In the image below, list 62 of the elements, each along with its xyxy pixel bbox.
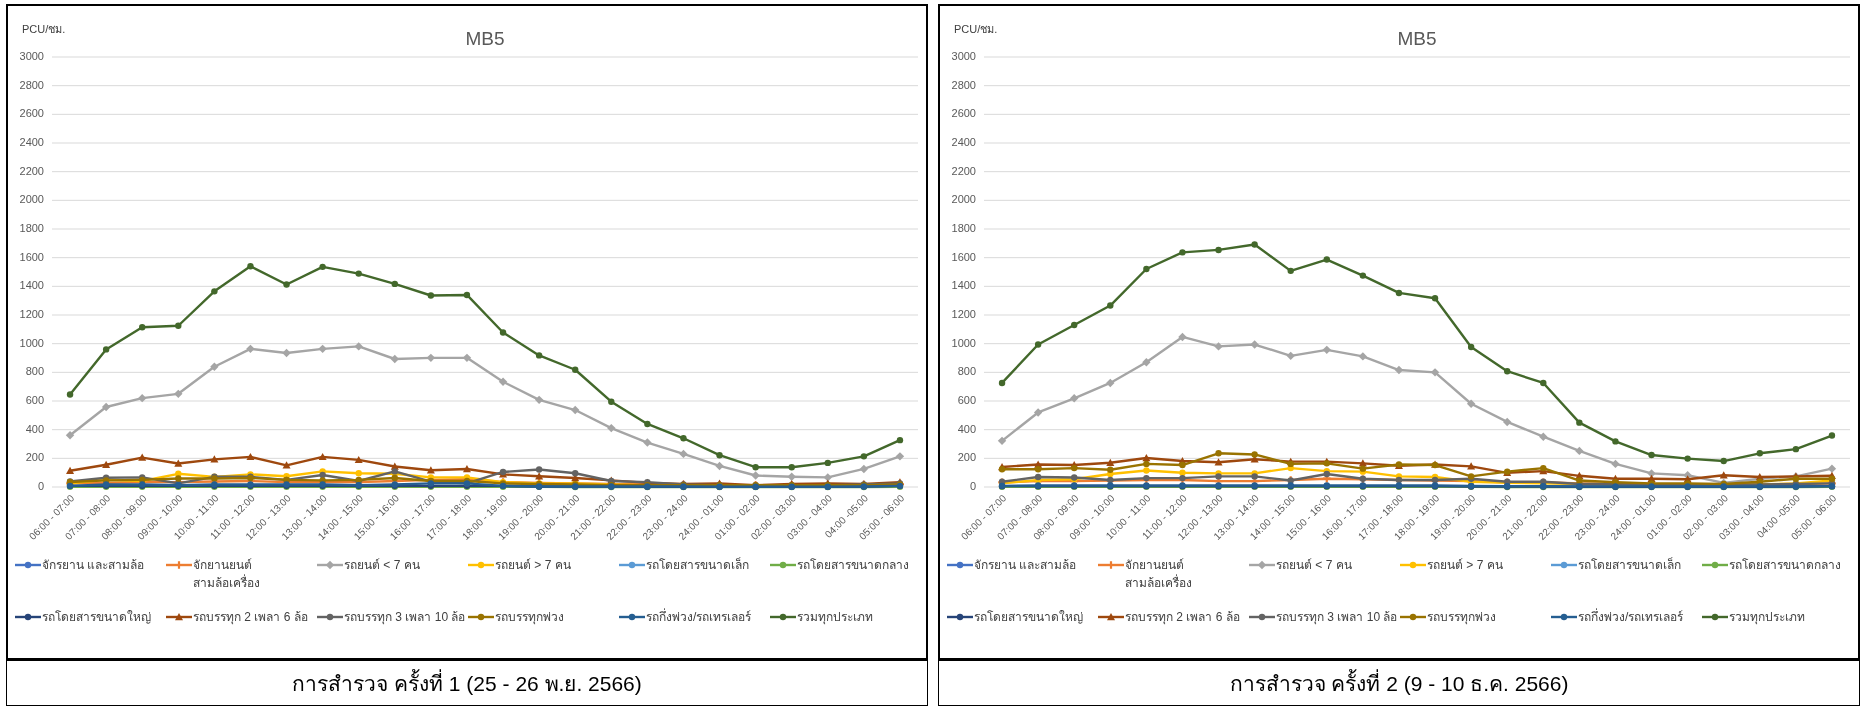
y-tick-label: 2800 [19, 78, 44, 91]
y-tick-label: 600 [25, 393, 44, 406]
y-tick-label: 2000 [951, 193, 976, 206]
legend-label: รวมทุกประเภท [1729, 610, 1805, 624]
legend-label: รถบรรทุก 3 เพลา 10 ล้อ [1276, 610, 1398, 624]
y-tick-label: 1400 [951, 279, 976, 292]
text: การสำรวจ ครั้งที่ 2 (9 - 10 ธ.ค. 2566) [938, 660, 1860, 706]
chart-title: MB5 [465, 28, 505, 49]
y-tick-label: 1200 [19, 307, 44, 320]
legend-label: รถกึ่งพ่วง/รถเทรเลอร์ [1578, 610, 1684, 624]
y-tick-label: 1000 [19, 336, 44, 349]
y-tick-label: 0 [37, 479, 44, 492]
legend-label: จักรยาน และสามล้อ [42, 558, 145, 572]
legend-label: รวมทุกประเภท [797, 610, 873, 624]
y-tick-label: 3000 [19, 49, 44, 62]
y-tick-label: 2400 [19, 135, 44, 148]
y-tick-label: 1000 [951, 336, 976, 349]
y-tick-label: 200 [957, 451, 976, 464]
y-tick-label: 2600 [19, 107, 44, 120]
y-tick-label: 3000 [951, 49, 976, 62]
legend-label: รถบรรทุกพ่วง [495, 610, 564, 624]
legend-label: รถโดยสารขนาดกลาง [797, 558, 909, 572]
y-tick-label: 1400 [19, 279, 44, 292]
y-tick-label: 1600 [951, 250, 976, 263]
legend-label: รถโดยสารขนาดเล็ก [1578, 558, 1681, 572]
legend-label: รถยนต์ > 7 คน [1427, 558, 1503, 572]
legend-label: รถโดยสารขนาดกลาง [1729, 558, 1841, 572]
legend-label: รถโดยสารขนาดใหญ่ [974, 610, 1083, 624]
text: การสำรวจ ครั้งที่ 1 (25 - 26 พ.ย. 2566) [6, 660, 928, 706]
legend-label: รถบรรทุก 2 เพลา 6 ล้อ [1125, 610, 1240, 624]
legend-label: รถยนต์ < 7 คน [1276, 558, 1352, 572]
legend-label: จักยานยนต์ สามล้อเครื่อง [193, 558, 260, 590]
y-tick-label: 2000 [19, 193, 44, 206]
legend-label: รถโดยสารขนาดใหญ่ [42, 610, 151, 624]
y-tick-label: 1600 [19, 250, 44, 263]
y-axis-title: PCU/ชม. [954, 23, 998, 35]
legend-label: จักรยาน และสามล้อ [974, 558, 1077, 572]
y-tick-label: 1200 [951, 307, 976, 320]
legend-label: จักยานยนต์ สามล้อเครื่อง [1125, 558, 1192, 590]
legend-label: รถยนต์ > 7 คน [495, 558, 571, 572]
y-tick-label: 800 [957, 365, 976, 378]
y-axis-title: PCU/ชม. [22, 23, 66, 35]
legend-label: รถบรรทุกพ่วง [1427, 610, 1496, 624]
y-tick-label: 0 [969, 479, 976, 492]
legend-label: รถบรรทุก 2 เพลา 6 ล้อ [193, 610, 308, 624]
legend-label: รถกึ่งพ่วง/รถเทรเลอร์ [646, 610, 752, 624]
y-tick-label: 200 [25, 451, 44, 464]
legend-label: รถโดยสารขนาดเล็ก [646, 558, 749, 572]
y-tick-label: 1800 [19, 221, 44, 234]
legend-label: รถยนต์ < 7 คน [344, 558, 420, 572]
y-tick-label: 600 [957, 393, 976, 406]
y-tick-label: 400 [25, 422, 44, 435]
y-tick-label: 1800 [951, 221, 976, 234]
y-tick-label: 2600 [951, 107, 976, 120]
y-tick-label: 2400 [951, 135, 976, 148]
legend-label: รถบรรทุก 3 เพลา 10 ล้อ [344, 610, 466, 624]
y-tick-label: 800 [25, 365, 44, 378]
y-tick-label: 2800 [951, 78, 976, 91]
chart-title: MB5 [1397, 28, 1437, 49]
y-tick-label: 2200 [19, 164, 44, 177]
y-tick-label: 2200 [951, 164, 976, 177]
y-tick-label: 400 [957, 422, 976, 435]
